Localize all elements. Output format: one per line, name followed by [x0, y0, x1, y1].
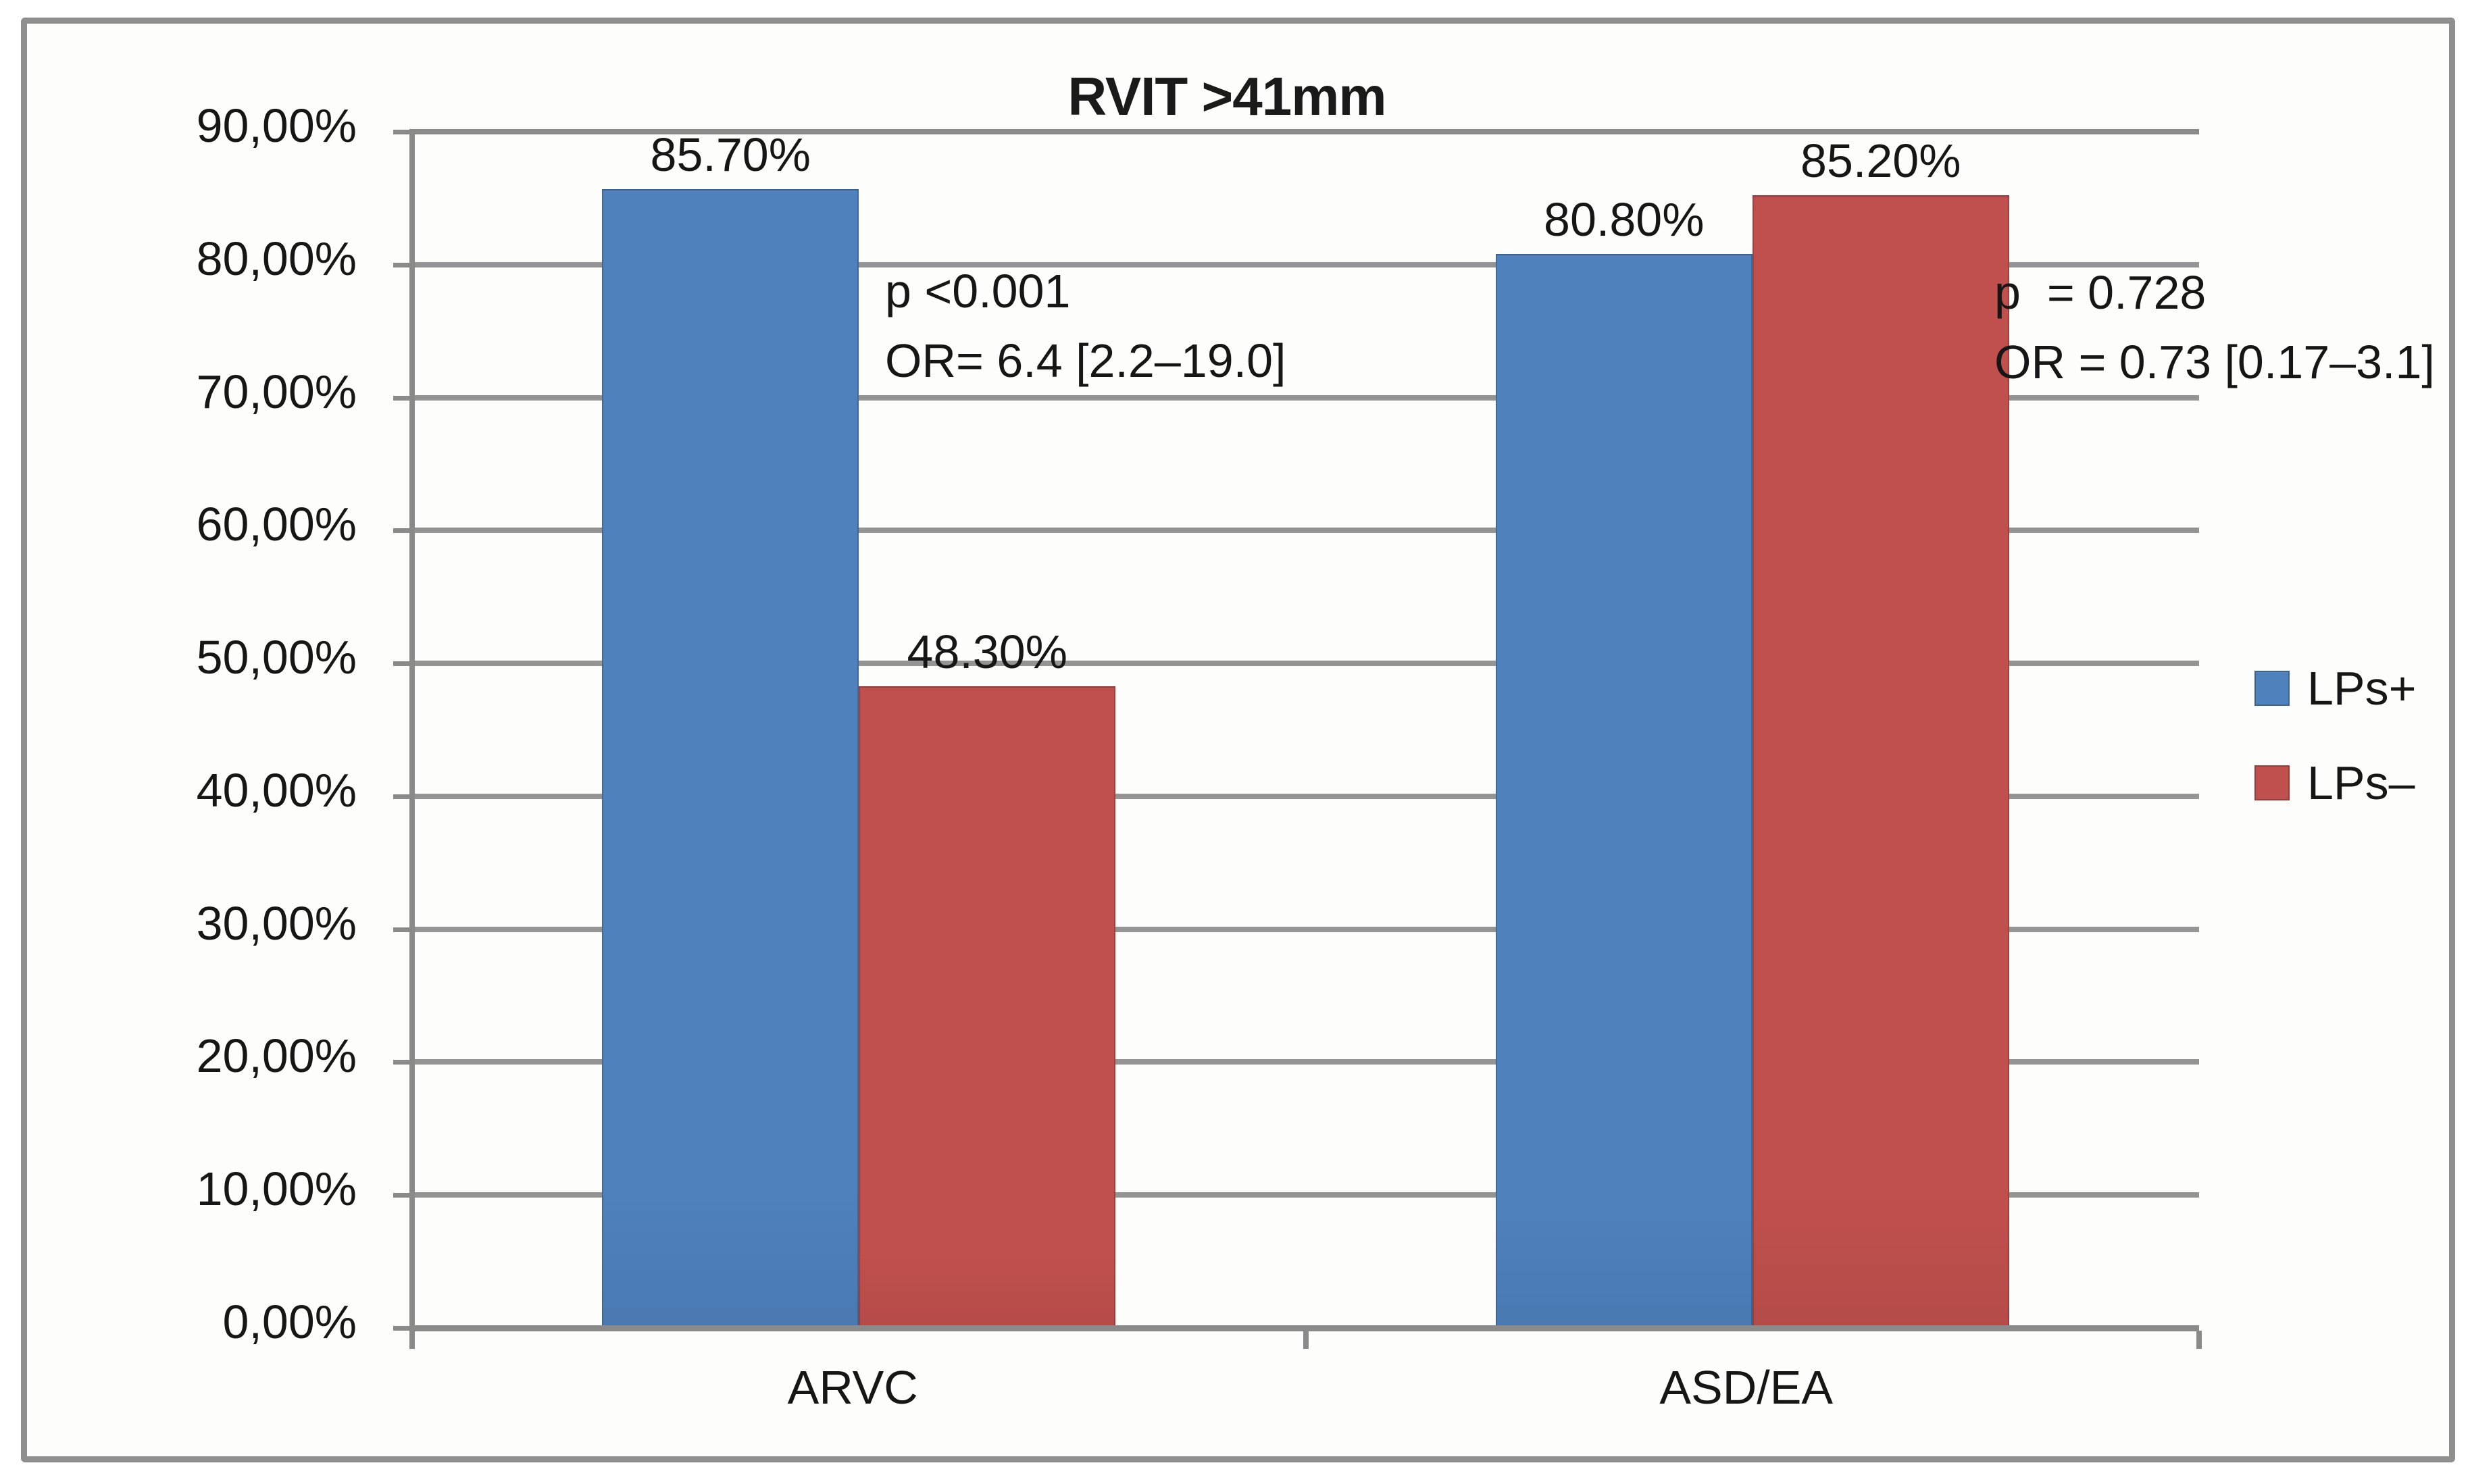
- y-axis-tick-20pct: [393, 1060, 412, 1065]
- bar-asdea-lps-pos: [1495, 254, 1753, 1328]
- y-axis-tick-10pct: [393, 1193, 412, 1198]
- gridline-50pct: [412, 661, 2199, 667]
- legend-swatch-blue: [2254, 671, 2290, 706]
- y-axis-tick-40pct: [393, 794, 412, 799]
- y-axis-tick-30pct: [393, 927, 412, 932]
- legend: LPs+ LPs–: [2254, 662, 2417, 859]
- y-axis-tick-80pct: [393, 262, 412, 267]
- legend-label: LPs+: [2307, 662, 2417, 715]
- y-axis-tick-90pct: [393, 130, 412, 134]
- gridline-10pct: [412, 1192, 2199, 1198]
- bar-value-label: 85.20%: [1800, 134, 1961, 188]
- x-axis-tick: [2196, 1331, 2202, 1349]
- gridline-80pct: [412, 261, 2199, 267]
- bar-value-label: 48.30%: [907, 625, 1067, 678]
- gridline-30pct: [412, 926, 2199, 932]
- chart-frame: RVIT >41mm 85.70% 48.30% 80.80% 85.20%: [21, 18, 2455, 1462]
- gridline-60pct: [412, 528, 2199, 534]
- gridline-40pct: [412, 793, 2199, 799]
- gridline-70pct: [412, 394, 2199, 401]
- plot-area: 85.70% 48.30% 80.80% 85.20%: [393, 128, 2202, 1349]
- legend-item-lps-pos: LPs+: [2254, 662, 2417, 715]
- y-axis-tick-60pct: [393, 528, 412, 534]
- bar-arvc-lps-neg: [859, 686, 1116, 1328]
- bar-arvc-lps-pos: [602, 188, 859, 1328]
- x-axis-line: [412, 1325, 2199, 1331]
- bar-value-label: 85.70%: [650, 128, 811, 181]
- y-axis-tick-0pct: [393, 1326, 412, 1331]
- y-axis-line: [409, 129, 415, 1349]
- legend-item-lps-neg: LPs–: [2254, 757, 2417, 809]
- bar-asdea-lps-neg: [1752, 195, 2009, 1328]
- x-axis-tick: [1303, 1331, 1309, 1349]
- gridline-20pct: [412, 1059, 2199, 1065]
- chart-title: RVIT >41mm: [1067, 66, 1387, 126]
- gridline-90pct: [412, 129, 2199, 134]
- y-axis-tick-50pct: [393, 661, 412, 667]
- legend-swatch-red: [2254, 765, 2290, 800]
- legend-label: LPs–: [2307, 757, 2415, 809]
- bar-value-label: 80.80%: [1544, 193, 1705, 247]
- y-axis-tick-70pct: [393, 395, 412, 401]
